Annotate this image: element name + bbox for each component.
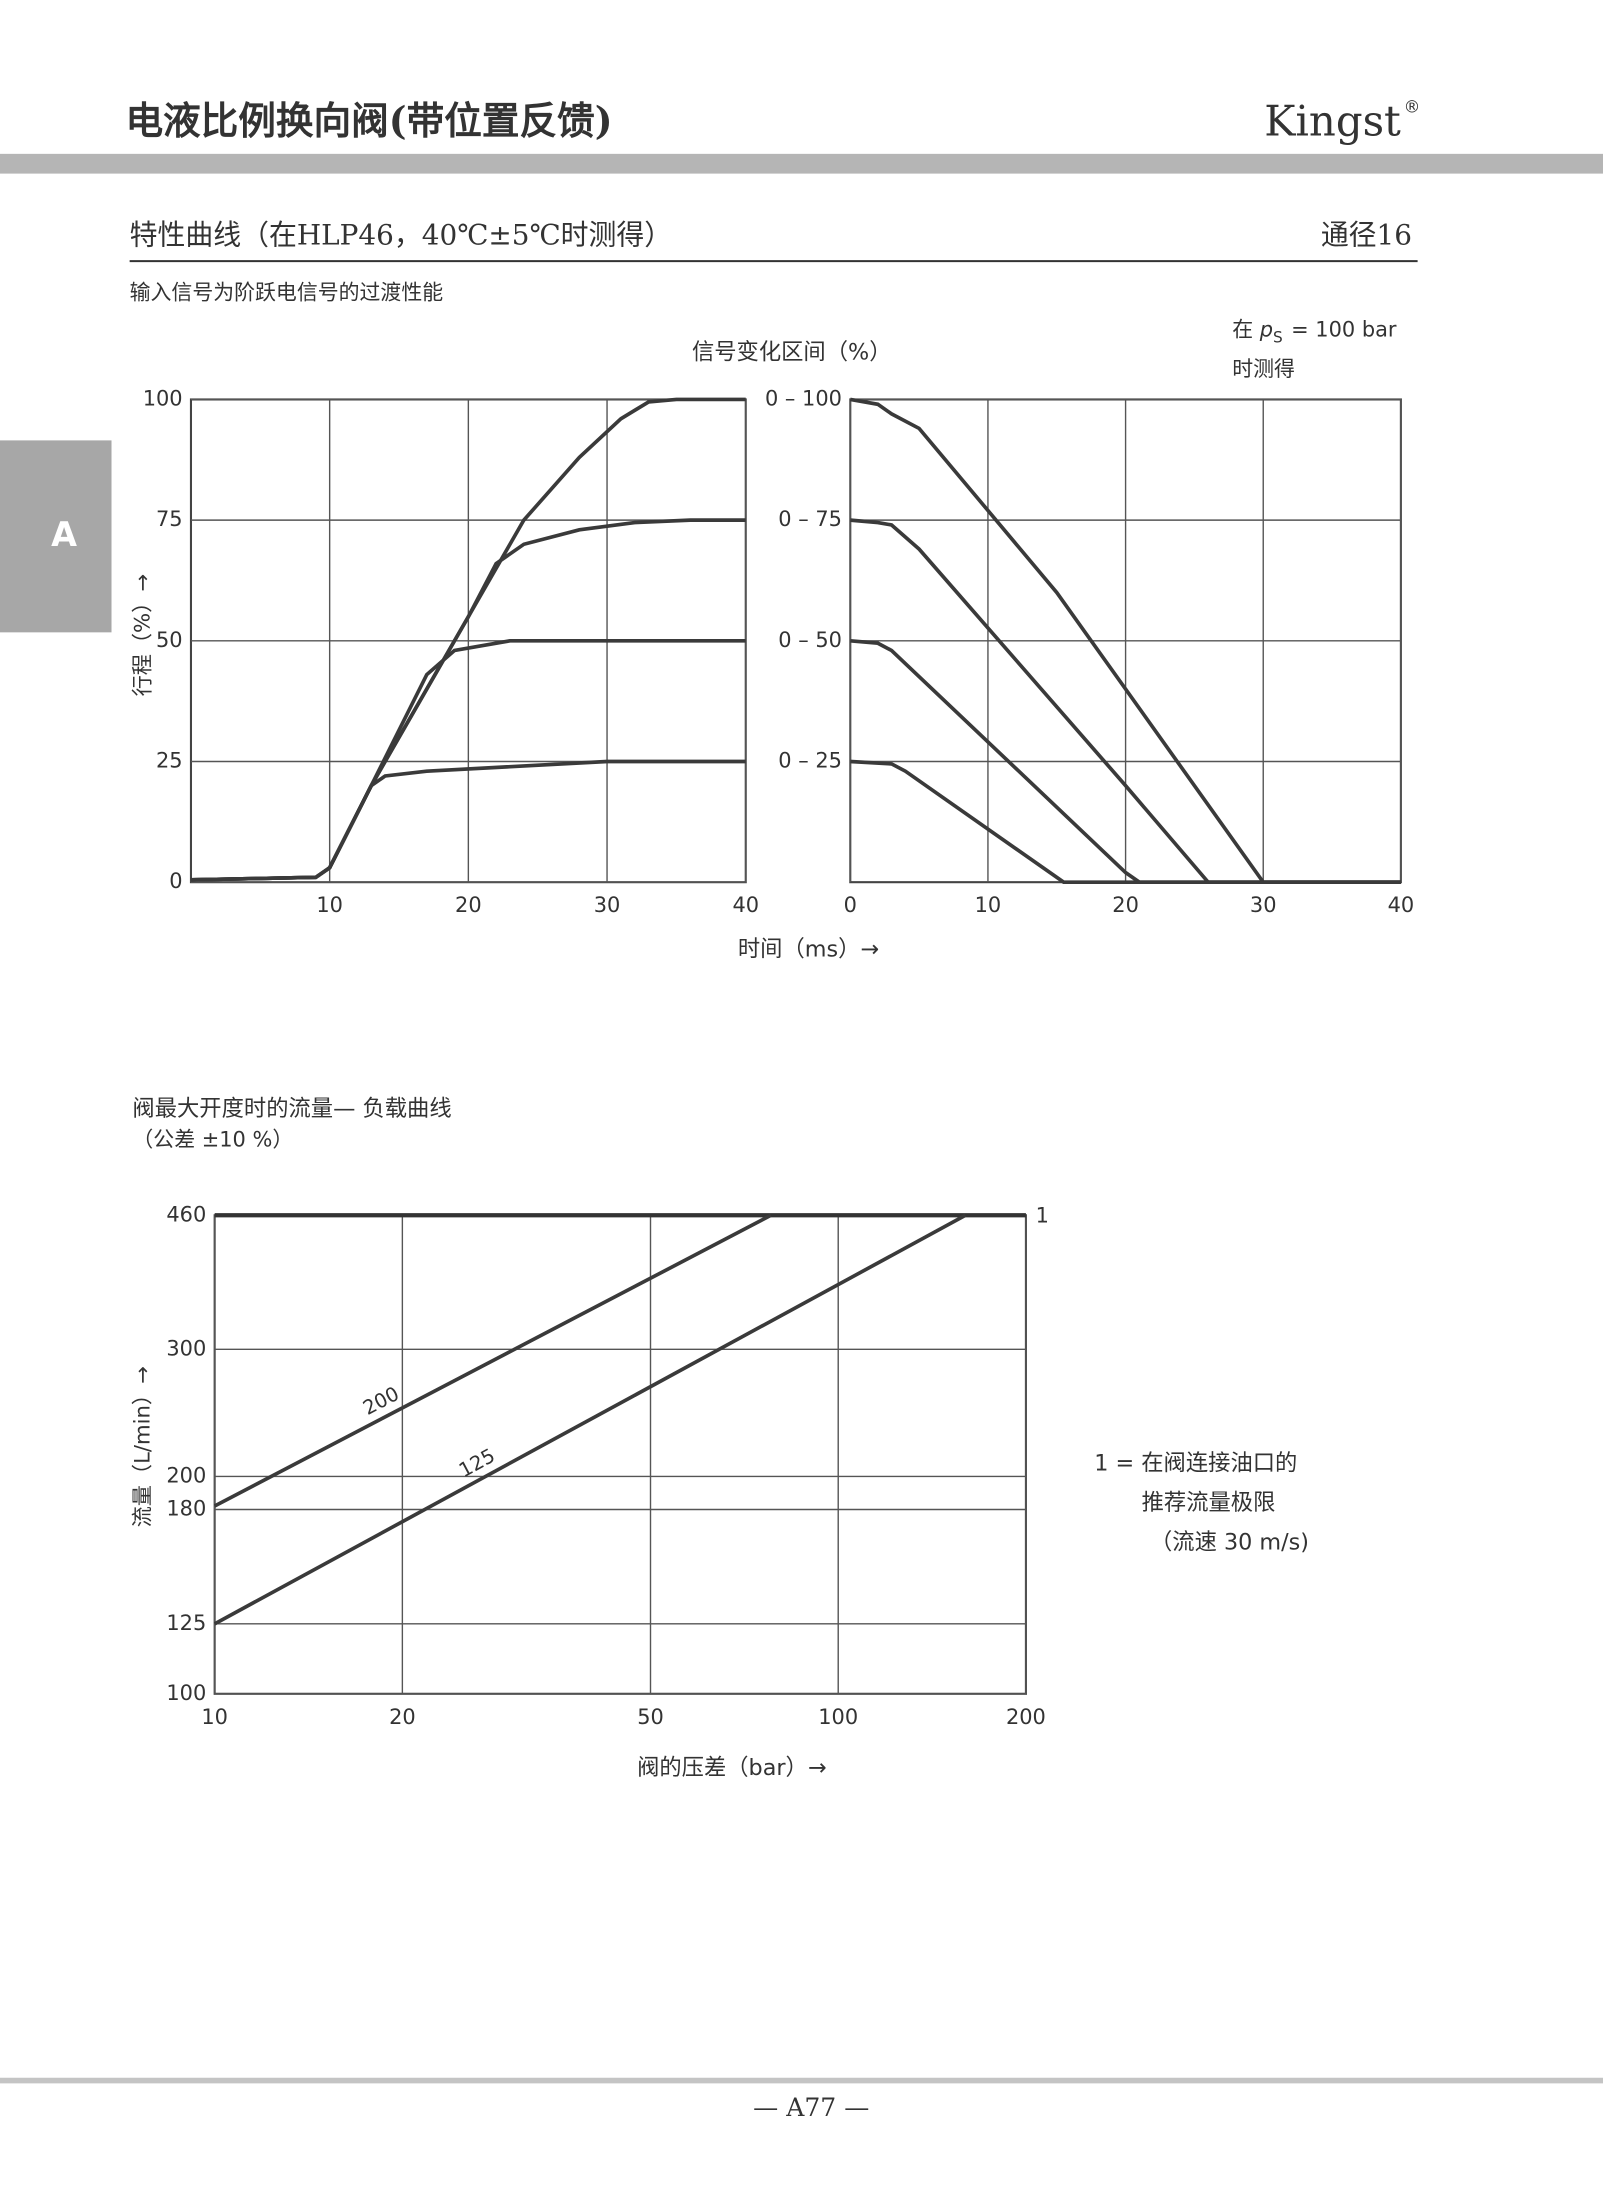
y-tick-label: 75: [156, 506, 183, 531]
side-tab: [0, 440, 112, 633]
series-label: 200: [359, 1382, 403, 1420]
side-tab-label: A: [51, 515, 77, 554]
x-axis-label: 时间（ms）→: [738, 936, 879, 962]
x-tick-label: 0: [844, 892, 857, 917]
header-bar: [0, 153, 1603, 174]
y-tick-label: 0 – 75: [778, 506, 842, 531]
section-size: 通径16: [1321, 219, 1412, 252]
brand-mark: ®: [1404, 96, 1421, 116]
page-title: 电液比例换向阀(带位置反馈): [125, 98, 612, 143]
y-tick-label: 180: [166, 1495, 206, 1520]
curve: [850, 759, 1401, 885]
y-tick-label: 100: [166, 1680, 206, 1705]
y-tick-label: 0: [169, 868, 182, 893]
chart-subtitle: （公差 ±10 %）: [132, 1126, 293, 1151]
y-tick-label: 0 – 25: [778, 747, 842, 772]
x-tick-label: 40: [732, 892, 759, 917]
note-line: （流速 30 m/s): [1150, 1529, 1309, 1555]
curve: [213, 1213, 772, 1508]
chart-title: 阀最大开度时的流量— 负载曲线: [132, 1096, 451, 1122]
y-tick-label: 125: [166, 1610, 206, 1635]
x-tick-label: 20: [455, 892, 482, 917]
y-axis-label: 流量（L/min）→: [130, 1366, 155, 1527]
annotation: 1: [1036, 1203, 1049, 1228]
note-p: p: [1259, 316, 1273, 341]
y-tick-label: 50: [156, 627, 183, 652]
brand: Kingst: [1264, 96, 1401, 145]
x-axis-label: 阀的压差（bar）→: [637, 1755, 826, 1781]
chart-title: 信号变化区间（%）: [692, 339, 892, 365]
pressure-note: 在 pS = 100 bar: [1232, 316, 1397, 346]
y-axis-label: 行程（%）→: [130, 574, 155, 696]
y-tick-label: 200: [166, 1462, 206, 1487]
x-tick-label: 40: [1388, 892, 1415, 917]
x-tick-label: 30: [1250, 892, 1277, 917]
x-tick-label: 10: [316, 892, 343, 917]
x-tick-label: 50: [637, 1704, 664, 1729]
curve: [190, 759, 746, 882]
curve: [213, 1213, 967, 1626]
x-tick-label: 10: [975, 892, 1002, 917]
y-tick-label: 100: [143, 385, 183, 410]
note-sub: S: [1273, 328, 1283, 346]
plot-frame: [213, 1214, 1027, 1695]
y-tick-label: 0 – 50: [778, 627, 842, 652]
y-tick-label: 460: [166, 1201, 206, 1226]
y-tick-label: 25: [156, 747, 183, 772]
x-tick-label: 20: [389, 1704, 416, 1729]
note-line: 推荐流量极限: [1142, 1490, 1276, 1516]
pressure-note-2: 时测得: [1232, 356, 1295, 381]
subtitle: 输入信号为阶跃电信号的过渡性能: [130, 280, 443, 305]
x-tick-label: 10: [201, 1704, 228, 1729]
note-post: = 100 bar: [1291, 316, 1397, 341]
footer: — A77 —: [753, 2093, 869, 2122]
x-tick-label: 100: [818, 1704, 858, 1729]
x-tick-label: 20: [1112, 892, 1139, 917]
x-tick-label: 200: [1006, 1704, 1046, 1729]
y-tick-label: 300: [166, 1335, 206, 1360]
y-tick-label: 0 – 100: [765, 385, 842, 410]
note-pre: 在: [1232, 316, 1253, 341]
x-tick-label: 30: [594, 892, 621, 917]
section-title: 特性曲线（在HLP46，40℃±5℃时测得）: [130, 219, 673, 252]
note-line: 1 = 在阀连接油口的: [1094, 1450, 1297, 1476]
